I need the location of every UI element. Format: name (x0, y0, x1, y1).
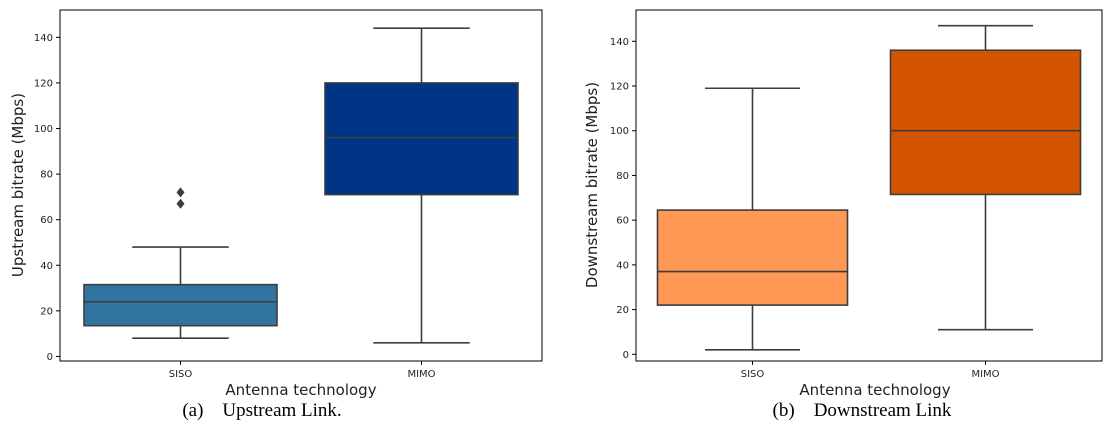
y-tick-label: 140 (34, 33, 53, 44)
y-tick-label: 120 (34, 78, 53, 89)
box-siso-iqr (656, 209, 849, 306)
x-tick-label: SISO (741, 369, 765, 380)
y-tick-label: 40 (40, 261, 53, 272)
x-tick-label: MIMO (407, 369, 435, 380)
y-tick-label: 0 (623, 350, 629, 361)
plot-frame-downstream (635, 9, 1103, 362)
x-tick-label: MIMO (971, 369, 999, 380)
box-mimo-iqr (324, 82, 519, 196)
y-tick-label: 60 (40, 215, 53, 226)
chart-downstream: 0 20 40 60 80 100 120 140 SISO MIMO Antenna tech… (583, 9, 1103, 421)
y-tick-label: 80 (40, 170, 53, 181)
chart-upstream: 0 20 40 60 80 100 120 140 SISO MIMO Antenna tech… (9, 9, 543, 421)
x-axis-upstream: SISO MIMO (169, 361, 436, 380)
x-tick-label: SISO (169, 369, 193, 380)
x-axis-label-upstream: Antenna technology (225, 381, 376, 399)
y-axis-upstream: 0 20 40 60 80 100 120 140 (34, 33, 60, 363)
plot-frame-upstream (59, 9, 543, 362)
caption-upstream: (a) Upstream Link. (182, 400, 341, 421)
y-tick-label: 120 (610, 82, 629, 93)
y-axis-downstream: 0 20 40 60 80 100 120 140 (610, 37, 636, 361)
y-tick-label: 60 (616, 216, 629, 227)
x-axis-label-downstream: Antenna technology (799, 381, 950, 399)
y-tick-label: 0 (47, 352, 53, 363)
y-tick-label: 100 (34, 124, 53, 135)
box-siso-outlier (176, 187, 185, 198)
y-axis-label-downstream: Downstream bitrate (Mbps) (583, 82, 601, 288)
y-tick-label: 20 (40, 306, 53, 317)
box-siso-iqr (83, 283, 278, 327)
y-tick-label: 100 (610, 126, 629, 137)
caption-downstream: (b) Downstream Link (773, 400, 952, 421)
box-mimo-iqr (889, 49, 1082, 196)
y-axis-label-upstream: Upstream bitrate (Mbps) (9, 93, 27, 277)
y-tick-label: 40 (616, 260, 629, 271)
x-axis-downstream: SISO MIMO (741, 361, 1000, 380)
box-siso-outlier (176, 198, 185, 209)
boxes-upstream (83, 27, 519, 344)
y-tick-label: 80 (616, 171, 629, 182)
boxes-downstream (656, 24, 1082, 351)
y-tick-label: 140 (610, 37, 629, 48)
y-tick-label: 20 (616, 305, 629, 316)
